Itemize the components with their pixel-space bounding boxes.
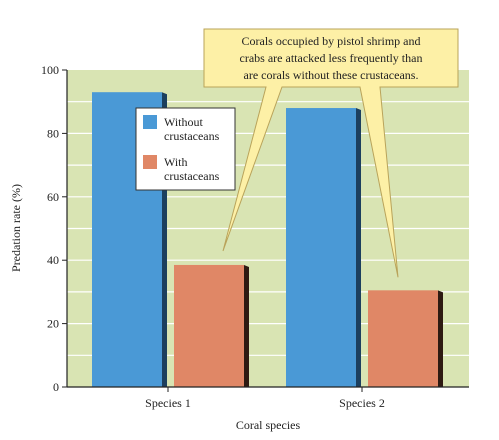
axes [66, 70, 469, 388]
bar-side-species-1-with-crustaceans [244, 264, 249, 387]
callout-line-2: crabs are attacked less frequently than [240, 51, 423, 65]
y-tick-label: 100 [41, 63, 59, 77]
y-ticks: 0 20 40 60 80 100 [41, 63, 67, 394]
legend-label-without-line2: crustaceans [164, 129, 220, 143]
legend-label-without-line1: Without [164, 115, 204, 129]
y-tick-label: 60 [47, 190, 59, 204]
x-ticks: Species 1 Species 2 [145, 387, 385, 410]
legend-swatch-without-crustaceans [143, 115, 157, 129]
x-tick-label: Species 1 [145, 396, 191, 410]
bar-species-1-with-crustaceans [174, 264, 244, 387]
legend: Without crustaceans With crustaceans [135, 107, 236, 191]
annotation-callout: Corals occupied by pistol shrimp and cra… [203, 28, 459, 278]
legend-label-with-line1: With [164, 155, 188, 169]
callout-line-1: Corals occupied by pistol shrimp and [242, 34, 421, 48]
y-axis-title: Predation rate (%) [9, 184, 23, 272]
callout-box [203, 28, 459, 278]
y-tick-label: 80 [47, 126, 59, 140]
bar-side-species-2-with-crustaceans [438, 290, 443, 387]
bar-side-species-2-without-crustaceans [356, 108, 361, 387]
legend-swatch-with-crustaceans [143, 155, 157, 169]
bar-species-2-without-crustaceans [286, 108, 356, 387]
y-tick-label: 20 [47, 317, 59, 331]
y-tick-label: 0 [53, 380, 59, 394]
y-tick-label: 40 [47, 253, 59, 267]
x-tick-label: Species 2 [339, 396, 385, 410]
legend-label-with-line2: crustaceans [164, 169, 220, 183]
bar-species-2-with-crustaceans [368, 290, 438, 387]
x-axis-title: Coral species [236, 418, 301, 432]
callout-line-3: are corals without these crustaceans. [244, 68, 419, 82]
